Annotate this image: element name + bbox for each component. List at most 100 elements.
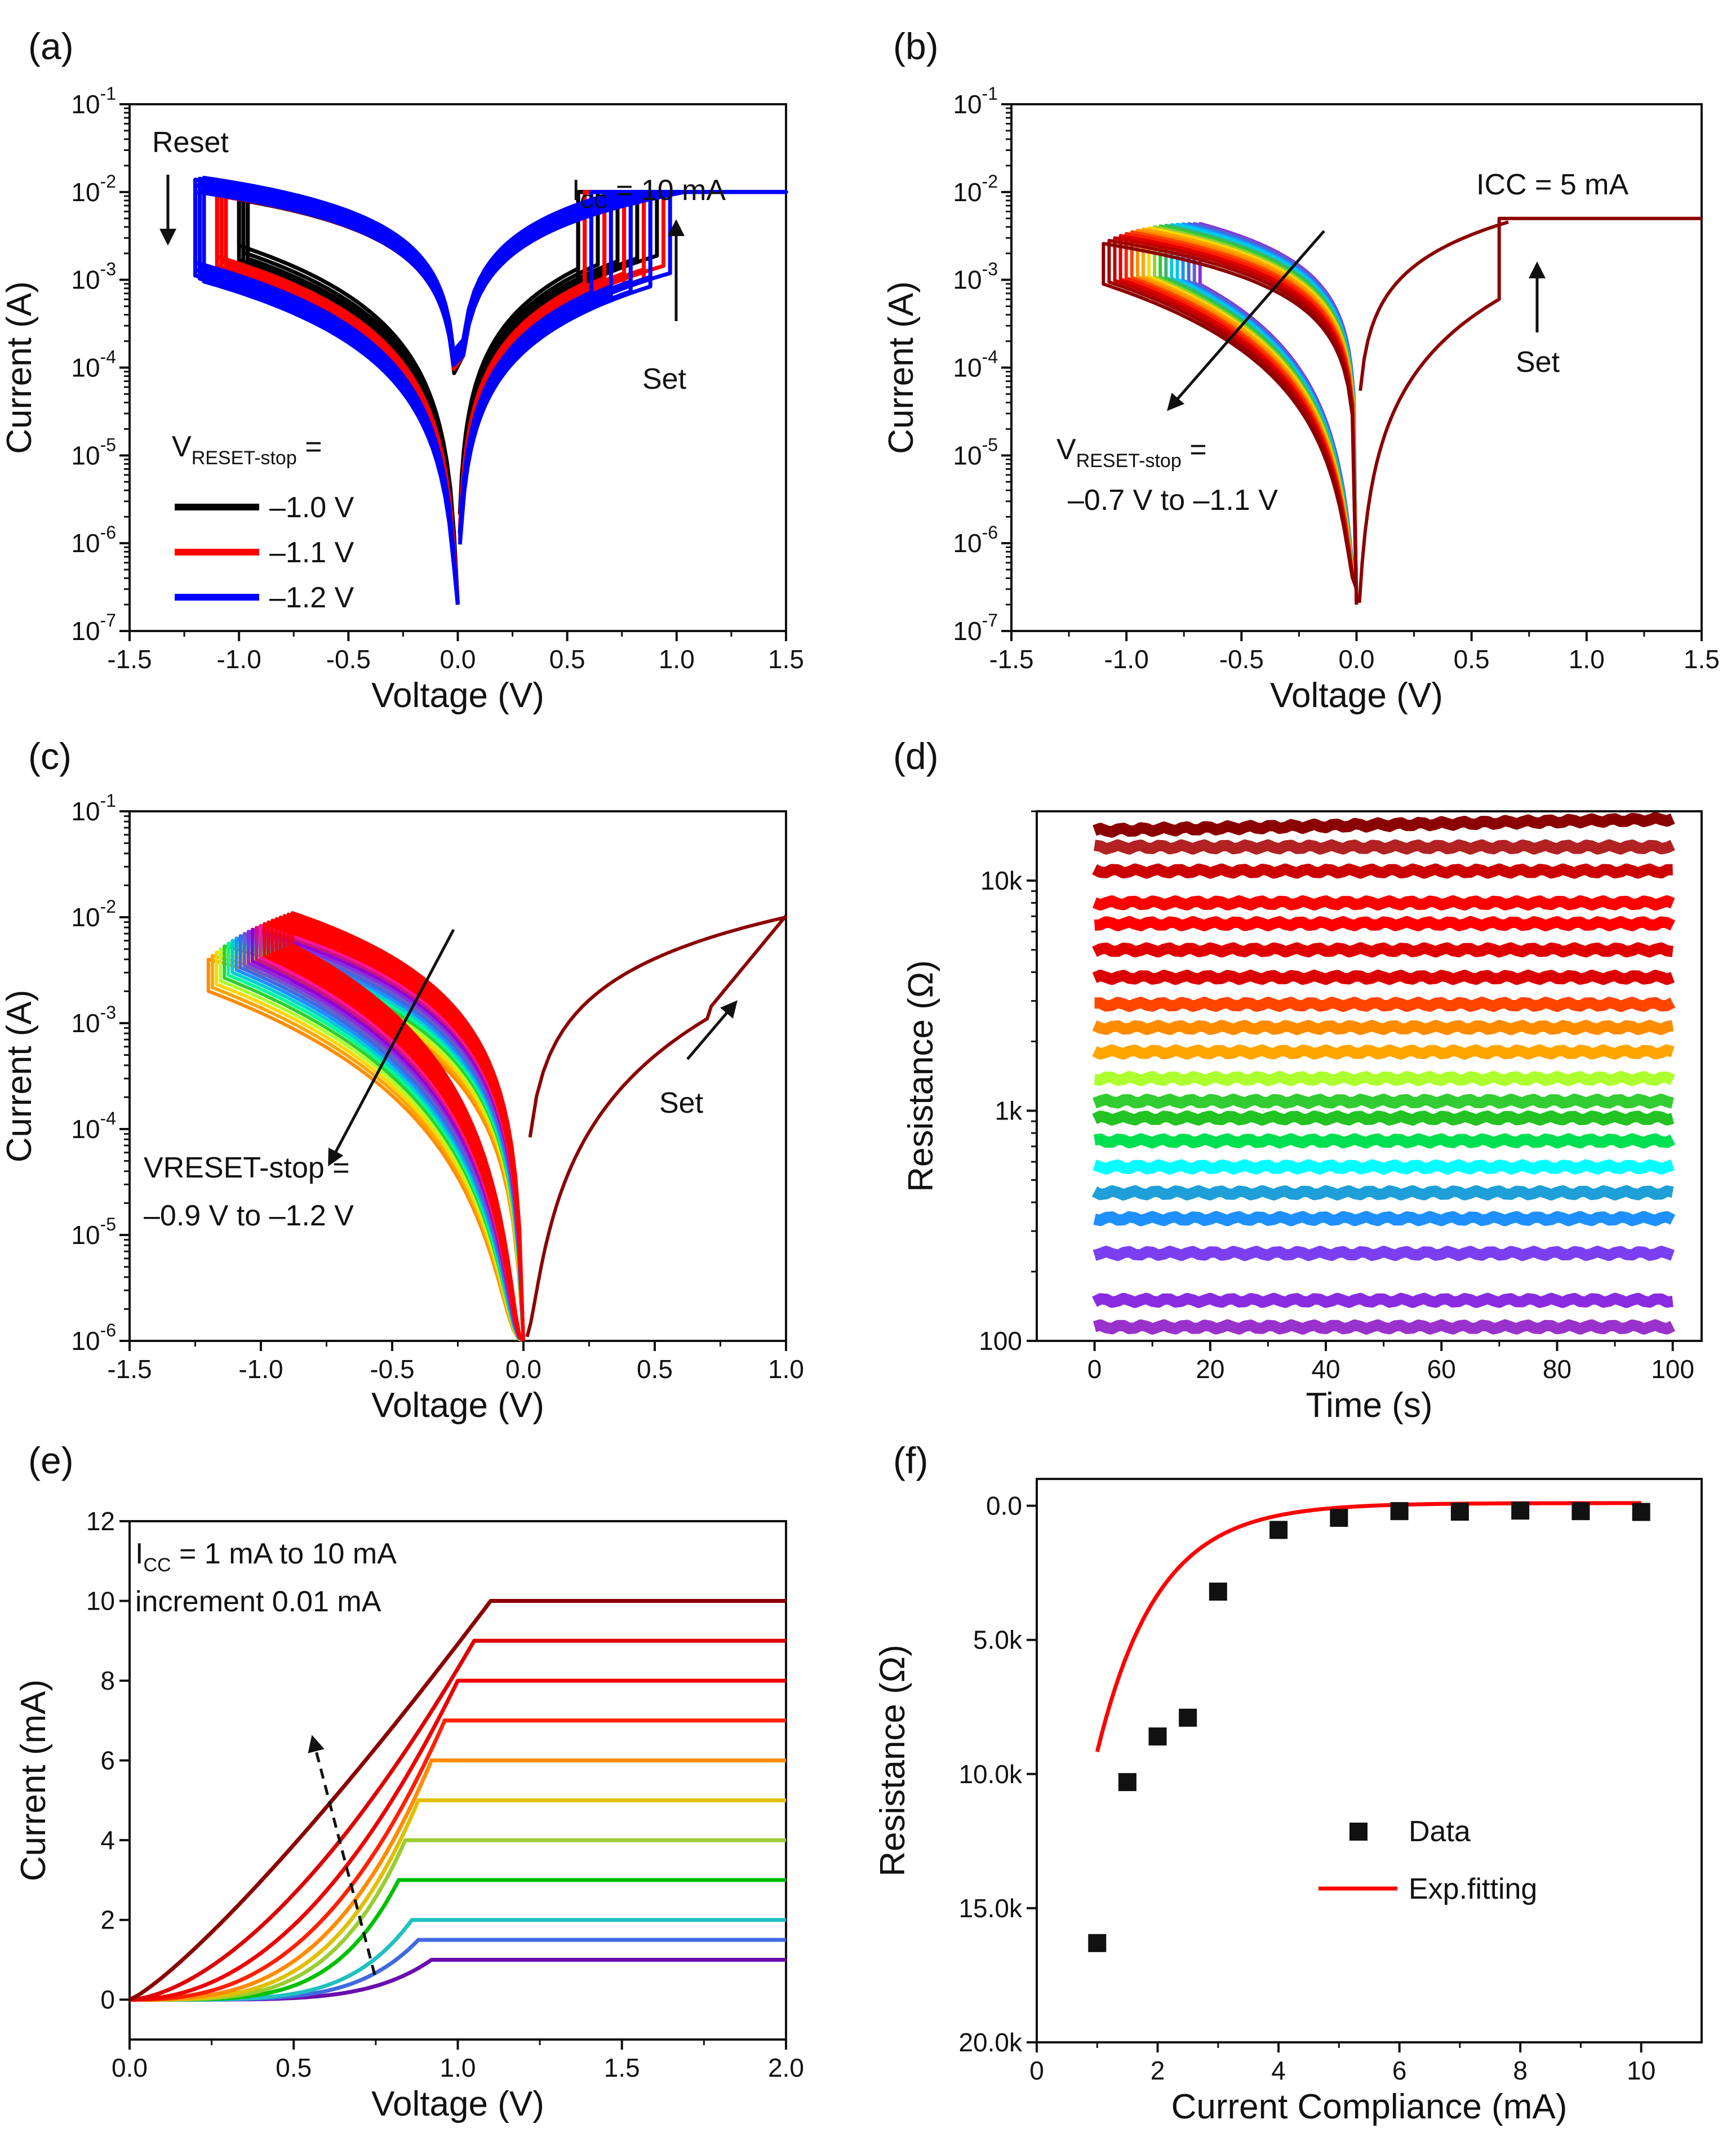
y-tick-label: 0	[100, 1985, 115, 2014]
y-tick-base: 10	[71, 1220, 100, 1250]
set-sweep-line	[1357, 216, 1702, 603]
set-label: Set	[1516, 346, 1560, 379]
legend-title-part: =	[297, 430, 322, 463]
series-line	[234, 936, 525, 1343]
x-tick-label: 80	[1543, 1354, 1571, 1384]
fit-line	[1095, 1501, 1641, 1753]
y-tick-base: 10	[953, 616, 982, 646]
y-tick-label: 20.0k	[958, 2028, 1023, 2057]
x-tick-label: -1.5	[107, 645, 152, 674]
resistance-trace	[1094, 839, 1675, 855]
plot-frame	[1036, 810, 1703, 1342]
resistance-trace	[1092, 1044, 1675, 1060]
y-tick-base: 10	[71, 177, 100, 207]
plot-frame	[1036, 1478, 1703, 2043]
y-tick-exponent: -6	[982, 522, 998, 543]
resistance-trace	[1092, 1185, 1674, 1201]
y-tick-exponent: -3	[100, 1002, 116, 1023]
y-tick-exponent: -2	[982, 171, 998, 192]
series-line	[219, 947, 525, 1343]
y-tick-exponent: -5	[982, 434, 998, 455]
x-tick-label: 1.0	[768, 1354, 804, 1384]
vreset-label-part: =	[1182, 433, 1207, 466]
series-line	[278, 916, 525, 1342]
y-tick-label: 10-7	[71, 610, 116, 646]
y-axis-title: Resistance (Ω)	[902, 960, 940, 1192]
resistance-trace	[1093, 1211, 1676, 1227]
resistance-trace	[1093, 1319, 1676, 1335]
x-tick-label: -0.5	[326, 645, 371, 674]
y-tick-label: 10-2	[953, 171, 998, 207]
set-label: Set	[642, 363, 687, 396]
x-tick-label: 60	[1427, 1354, 1456, 1384]
series-line	[242, 932, 525, 1343]
panel-e: 0.0 0.5 1.0 1.5 2.0 0 2 4 6 8 10 12 Voltage (V) Curre…	[14, 1439, 804, 2123]
y-tick-label: 10-1	[71, 790, 116, 826]
x-tick-label: 40	[1311, 1354, 1340, 1384]
y-tick-base: 10	[71, 528, 100, 558]
y-tick-exponent: -1	[982, 83, 998, 104]
y-axis-title: Resistance (Ω)	[873, 1645, 912, 1877]
x-tick-label: 0.5	[1454, 645, 1490, 674]
series-line	[1107, 238, 1358, 605]
y-tick-label: 10-5	[71, 434, 116, 470]
x-tick-label: 0.5	[637, 1354, 673, 1384]
legend-label: –1.0 V	[269, 491, 354, 524]
y-tick-label: 2	[100, 1905, 115, 1935]
y-tick-label: 10-6	[953, 522, 998, 558]
y-tick-exponent: -6	[100, 522, 116, 543]
panel-b: -1.5 -1.0 -0.5 0.0 0.5 1.0 1.510-710-610-510-4…	[882, 25, 1720, 715]
panel-letter: (a)	[28, 25, 74, 67]
vreset-label-part: RESET-stop	[1076, 450, 1182, 472]
y-tick-base: 10	[71, 441, 100, 470]
x-tick-label: 0	[1087, 1354, 1102, 1384]
data-point	[1088, 1934, 1107, 1952]
y-tick-base: 10	[71, 265, 100, 295]
y-tick-label: 10-1	[953, 83, 998, 119]
panel-letter: (f)	[893, 1439, 928, 1481]
y-tick-label: 12	[86, 1507, 115, 1536]
x-tick-label: 1.0	[440, 2053, 476, 2082]
series-line	[274, 917, 525, 1342]
x-tick-label: 1.5	[604, 2053, 640, 2082]
y-tick-exponent: -1	[100, 83, 116, 104]
resistance-trace	[1092, 1110, 1675, 1126]
x-tick-label: 0.0	[440, 645, 476, 674]
data-point	[1450, 1503, 1469, 1521]
y-tick-label: 10-4	[71, 1108, 116, 1144]
x-tick-label: 0	[1029, 2056, 1044, 2085]
resistance-trace	[1092, 863, 1673, 879]
icc-range-label-part: I	[135, 1538, 143, 1570]
vreset-label: VRESET-stop =	[144, 1152, 350, 1184]
series-line	[267, 920, 525, 1343]
series-line-2	[202, 176, 788, 605]
y-tick-base: 10	[71, 353, 100, 383]
x-tick-label: 0.5	[276, 2053, 312, 2082]
icc-range-label-part: = 1 mA to 10 mA	[171, 1538, 397, 1570]
y-tick-label: 6	[100, 1746, 115, 1775]
data-point	[1118, 1773, 1136, 1792]
x-tick-label: 0.0	[505, 1354, 541, 1384]
y-tick-base: 10	[71, 1008, 100, 1038]
x-tick-label: -1.0	[217, 645, 261, 674]
series-line	[290, 911, 525, 1342]
x-tick-label: -1.5	[107, 1354, 152, 1384]
data-point	[1571, 1502, 1590, 1521]
lrs-line	[1358, 220, 1509, 391]
series-line	[223, 944, 525, 1343]
reset-label: Reset	[152, 126, 229, 159]
y-axis-title: Current (A)	[0, 990, 39, 1163]
y-axis-title: Current (A)	[0, 281, 39, 454]
x-axis-title: Voltage (V)	[371, 2085, 544, 2123]
series-line-2	[202, 186, 788, 605]
y-tick-label: 5.0k	[973, 1625, 1023, 1655]
trend-arrow	[328, 928, 455, 1167]
y-tick-label: 10-2	[71, 171, 116, 207]
series-line	[246, 930, 525, 1343]
series-line	[227, 941, 525, 1343]
resistance-trace	[1092, 942, 1673, 958]
x-tick-label: 1.0	[1569, 645, 1605, 674]
y-tick-exponent: -5	[100, 1214, 116, 1234]
y-axis-title: Current (A)	[882, 281, 921, 454]
y-tick-label: 10-5	[953, 434, 998, 470]
